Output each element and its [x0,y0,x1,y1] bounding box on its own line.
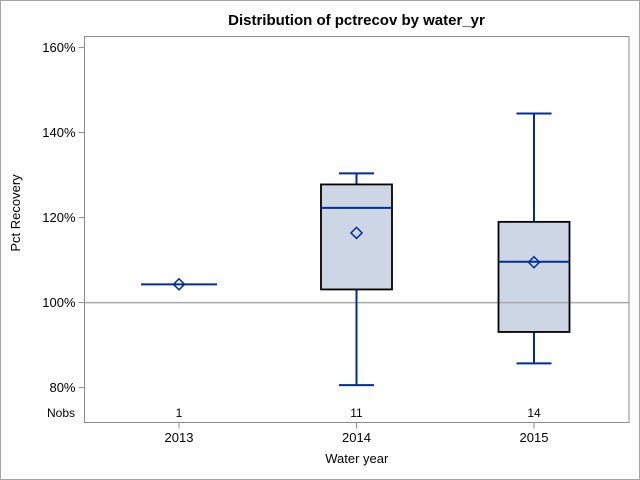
y-axis-tick-label: 80% [49,380,75,395]
x-axis-tick-label: 2014 [342,430,371,445]
chart-title: Distribution of pctrecov by water_yr [228,12,485,29]
nobs-label: Nobs [47,406,75,420]
box-fill-2015 [498,221,570,332]
y-axis-tick-label: 100% [42,295,76,310]
y-axis-tick-label: 120% [42,210,76,225]
mean-marker-2015 [527,255,541,269]
x-axis-tick-label: 2015 [520,430,549,445]
nobs-value: 14 [527,406,541,420]
nobs-value: 11 [350,406,363,420]
nobs-value: 1 [176,406,183,420]
x-axis-title: Water year [325,451,389,466]
mean-marker-2014 [349,226,364,240]
y-axis-tick-label: 140% [42,125,76,140]
mean-marker-2013 [172,277,186,291]
y-axis-title: Pct Recovery [8,174,23,252]
box-fill-2014 [321,184,392,290]
y-axis-tick-label: 160% [42,40,76,55]
box-2014 [320,183,393,291]
box-2015 [497,220,571,333]
x-axis-tick-label: 2013 [165,430,194,445]
